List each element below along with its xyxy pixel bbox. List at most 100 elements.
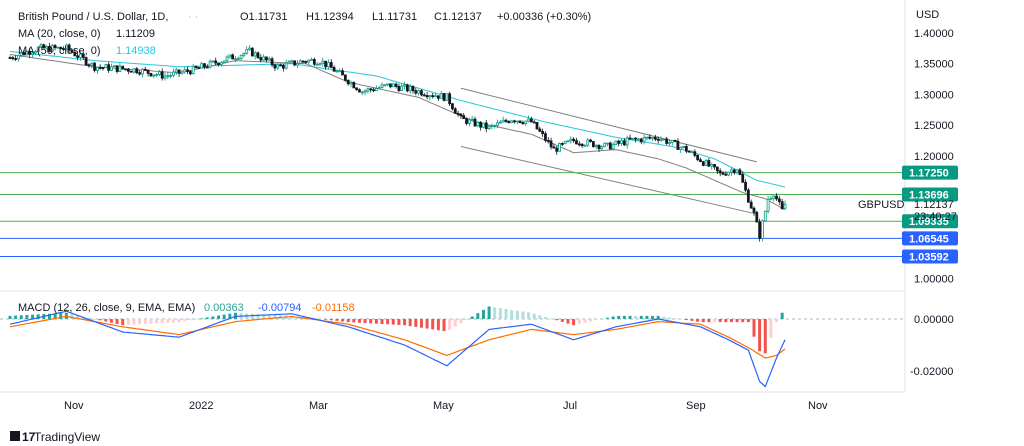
candle-body[interactable] xyxy=(484,122,488,129)
candle-body[interactable] xyxy=(177,69,181,74)
candle-body[interactable] xyxy=(529,118,533,123)
candle-body[interactable] xyxy=(662,138,666,141)
candle-body[interactable] xyxy=(462,115,466,120)
candle-body[interactable] xyxy=(98,66,102,69)
candle-body[interactable] xyxy=(656,138,660,141)
candle-body[interactable] xyxy=(431,95,435,98)
candles[interactable] xyxy=(8,42,787,242)
price-pane[interactable] xyxy=(0,42,905,257)
candle-body[interactable] xyxy=(436,95,440,99)
candle-body[interactable] xyxy=(208,60,212,68)
candle-body[interactable] xyxy=(304,61,308,63)
candle-body[interactable] xyxy=(360,91,364,94)
candle-body[interactable] xyxy=(583,144,587,147)
candle-body[interactable] xyxy=(422,94,426,97)
candle-body[interactable] xyxy=(600,146,604,150)
candle-body[interactable] xyxy=(174,69,178,73)
candle-body[interactable] xyxy=(324,60,328,68)
candle-body[interactable] xyxy=(129,70,133,73)
candle-body[interactable] xyxy=(33,51,37,54)
candle-body[interactable] xyxy=(414,90,418,94)
candle-body[interactable] xyxy=(538,128,542,132)
candle-body[interactable] xyxy=(628,137,632,140)
candle-body[interactable] xyxy=(132,68,136,73)
candle-body[interactable] xyxy=(374,88,378,92)
candle-body[interactable] xyxy=(676,140,680,150)
candle-body[interactable] xyxy=(112,65,116,68)
tradingview-logo[interactable]: 17 TradingView xyxy=(10,430,100,444)
candle-body[interactable] xyxy=(546,139,550,142)
candle-body[interactable] xyxy=(372,89,375,92)
candle-body[interactable] xyxy=(73,51,77,57)
candle-body[interactable] xyxy=(152,74,156,77)
level-badge[interactable] xyxy=(902,231,958,246)
candle-body[interactable] xyxy=(172,71,175,76)
candle-body[interactable] xyxy=(682,146,685,148)
candle-body[interactable] xyxy=(391,83,395,88)
candle-body[interactable] xyxy=(25,51,29,56)
candle-body[interactable] xyxy=(479,121,483,128)
candle-body[interactable] xyxy=(535,122,539,130)
candle-body[interactable] xyxy=(701,161,705,166)
candle-body[interactable] xyxy=(290,60,294,63)
candle-body[interactable] xyxy=(169,74,173,77)
candle-body[interactable] xyxy=(22,52,26,56)
candle-body[interactable] xyxy=(39,44,43,48)
candle-body[interactable] xyxy=(699,159,702,163)
candle-body[interactable] xyxy=(648,136,652,139)
candle-body[interactable] xyxy=(749,201,753,209)
candle-body[interactable] xyxy=(48,45,51,52)
candle-body[interactable] xyxy=(518,120,522,124)
candle-body[interactable] xyxy=(603,142,607,147)
candle-body[interactable] xyxy=(107,64,111,71)
trend-channel[interactable] xyxy=(460,87,757,215)
candle-body[interactable] xyxy=(87,64,91,67)
candle-body[interactable] xyxy=(631,137,635,140)
candle-body[interactable] xyxy=(310,59,313,61)
candle-body[interactable] xyxy=(200,63,204,69)
candle-body[interactable] xyxy=(434,95,437,98)
candle-body[interactable] xyxy=(405,84,409,92)
candle-body[interactable] xyxy=(532,121,536,124)
candle-body[interactable] xyxy=(217,62,220,65)
candle-body[interactable] xyxy=(180,71,184,74)
candle-body[interactable] xyxy=(228,54,232,58)
candle-body[interactable] xyxy=(620,140,623,144)
candle-body[interactable] xyxy=(783,203,787,210)
candle-body[interactable] xyxy=(146,69,150,74)
candle-body[interactable] xyxy=(510,120,514,124)
candle-body[interactable] xyxy=(586,139,590,146)
candle-body[interactable] xyxy=(730,169,733,173)
candle-body[interactable] xyxy=(329,62,333,68)
candle-body[interactable] xyxy=(262,56,266,61)
candle-body[interactable] xyxy=(521,122,525,125)
candle-body[interactable] xyxy=(273,64,277,69)
candle-body[interactable] xyxy=(451,103,454,110)
candle-body[interactable] xyxy=(761,220,764,239)
candle-body[interactable] xyxy=(239,54,243,59)
candle-body[interactable] xyxy=(363,90,367,93)
candle-body[interactable] xyxy=(383,84,387,87)
candle-body[interactable] xyxy=(191,65,195,75)
candle-body[interactable] xyxy=(242,52,246,56)
candle-body[interactable] xyxy=(205,66,209,69)
candle-body[interactable] xyxy=(487,125,491,129)
macd-legend[interactable]: MACD (12, 26, close, 9, EMA, EMA) 0.0036… xyxy=(18,302,355,314)
candle-body[interactable] xyxy=(124,68,127,71)
candle-body[interactable] xyxy=(76,55,80,58)
candle-body[interactable] xyxy=(389,83,392,88)
candle-body[interactable] xyxy=(56,46,60,49)
candle-body[interactable] xyxy=(473,118,477,127)
candle-body[interactable] xyxy=(188,71,192,75)
candle-body[interactable] xyxy=(710,164,714,167)
candle-body[interactable] xyxy=(366,88,370,92)
candle-body[interactable] xyxy=(380,84,384,89)
candle-body[interactable] xyxy=(335,70,339,73)
candle-body[interactable] xyxy=(665,138,669,144)
candle-body[interactable] xyxy=(642,136,646,143)
candle-body[interactable] xyxy=(160,71,164,79)
candle-body[interactable] xyxy=(95,66,99,71)
candle-body[interactable] xyxy=(59,46,63,50)
time-axis[interactable]: Nov 2022 Mar May Jul Sep Nov xyxy=(64,400,828,412)
candle-body[interactable] xyxy=(163,75,167,79)
